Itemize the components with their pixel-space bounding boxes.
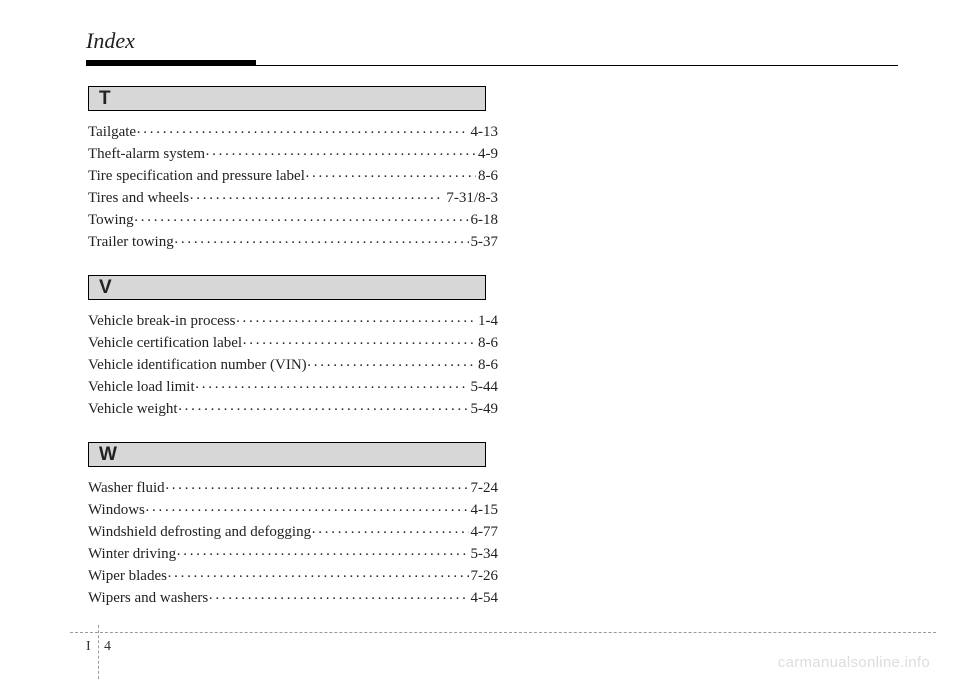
footer-rule xyxy=(70,632,936,633)
entry-label: Tailgate xyxy=(88,121,136,143)
entry-page: 7-24 xyxy=(469,477,499,499)
entry-page: 4-15 xyxy=(469,499,499,521)
entry-label: Tires and wheels xyxy=(88,187,189,209)
entry-page: 8-6 xyxy=(476,165,498,187)
index-entry: Vehicle weight 5-49 xyxy=(88,398,498,420)
entry-page: 7-31/8-3 xyxy=(444,187,498,209)
header-rule-thin xyxy=(86,65,898,66)
index-entry: Trailer towing 5-37 xyxy=(88,231,498,253)
entry-leader xyxy=(242,333,476,355)
section-letter: V xyxy=(99,277,112,299)
section-letter: W xyxy=(99,444,117,466)
entry-label: Vehicle weight xyxy=(88,398,178,420)
entry-page: 4-9 xyxy=(476,143,498,165)
entry-leader xyxy=(176,544,468,566)
footer-page-number: 4 xyxy=(104,639,111,655)
page-header: Index xyxy=(86,28,898,66)
entry-leader xyxy=(208,588,468,610)
entry-label: Washer fluid xyxy=(88,477,165,499)
index-entry: Towing 6-18 xyxy=(88,209,498,231)
section-letter: T xyxy=(99,88,111,110)
entry-leader xyxy=(305,166,476,188)
entry-page: 5-37 xyxy=(469,231,499,253)
entry-leader xyxy=(195,377,469,399)
entry-label: Towing xyxy=(88,209,134,231)
index-entry: Wipers and washers 4-54 xyxy=(88,587,498,609)
entry-label: Vehicle identification number (VIN) xyxy=(88,354,307,376)
entry-label: Wipers and washers xyxy=(88,587,208,609)
section-entries-w: Washer fluid 7-24 Windows 4-15 Windshiel… xyxy=(88,477,498,609)
entry-leader xyxy=(134,210,469,232)
entry-leader xyxy=(189,188,444,210)
entry-page: 1-4 xyxy=(476,310,498,332)
entry-page: 4-54 xyxy=(469,587,499,609)
entry-leader xyxy=(167,566,469,588)
index-entry: Windshield defrosting and defogging 4-77 xyxy=(88,521,498,543)
entry-label: Windows xyxy=(88,499,145,521)
entry-page: 4-77 xyxy=(469,521,499,543)
entry-leader xyxy=(307,355,476,377)
index-entry: Vehicle certification label 8-6 xyxy=(88,332,498,354)
section-header-t: T xyxy=(88,86,486,111)
section-entries-t: Tailgate 4-13 Theft-alarm system 4-9 Tir… xyxy=(88,121,498,253)
index-entry: Winter driving 5-34 xyxy=(88,543,498,565)
index-entry: Vehicle load limit 5-44 xyxy=(88,376,498,398)
section-header-v: V xyxy=(88,275,486,300)
index-entry: Theft-alarm system 4-9 xyxy=(88,143,498,165)
index-entry: Windows 4-15 xyxy=(88,499,498,521)
index-entry: Tire specification and pressure label 8-… xyxy=(88,165,498,187)
entry-leader xyxy=(174,232,469,254)
entry-leader xyxy=(178,399,469,421)
entry-leader xyxy=(145,500,469,522)
entry-leader xyxy=(165,478,469,500)
entry-label: Trailer towing xyxy=(88,231,174,253)
entry-page: 8-6 xyxy=(476,354,498,376)
index-entry: Tires and wheels 7-31/8-3 xyxy=(88,187,498,209)
index-entry: Vehicle identification number (VIN) 8-6 xyxy=(88,354,498,376)
entry-page: 6-18 xyxy=(469,209,499,231)
section-header-w: W xyxy=(88,442,486,467)
entry-leader xyxy=(311,522,468,544)
header-rule xyxy=(86,60,898,66)
entry-label: Vehicle certification label xyxy=(88,332,242,354)
entry-leader xyxy=(235,311,476,333)
entry-page: 4-13 xyxy=(469,121,499,143)
watermark: carmanualsonline.info xyxy=(778,654,930,671)
entry-page: 5-49 xyxy=(469,398,499,420)
entry-leader xyxy=(205,144,476,166)
entry-label: Theft-alarm system xyxy=(88,143,205,165)
page-title: Index xyxy=(86,28,898,54)
index-entry: Washer fluid 7-24 xyxy=(88,477,498,499)
page: Index T Tailgate 4-13 Theft-alarm system… xyxy=(0,0,960,689)
entry-page: 8-6 xyxy=(476,332,498,354)
entry-leader xyxy=(136,122,468,144)
entry-label: Windshield defrosting and defogging xyxy=(88,521,311,543)
entry-label: Wiper blades xyxy=(88,565,167,587)
entry-label: Tire specification and pressure label xyxy=(88,165,305,187)
footer-section-letter: I xyxy=(86,639,91,655)
entry-label: Vehicle break-in process xyxy=(88,310,235,332)
entry-page: 7-26 xyxy=(469,565,499,587)
entry-page: 5-34 xyxy=(469,543,499,565)
index-entry: Tailgate 4-13 xyxy=(88,121,498,143)
footer-vertical-rule xyxy=(98,625,99,679)
index-entry: Vehicle break-in process 1-4 xyxy=(88,310,498,332)
entry-label: Winter driving xyxy=(88,543,176,565)
index-entry: Wiper blades 7-26 xyxy=(88,565,498,587)
index-content: T Tailgate 4-13 Theft-alarm system 4-9 T… xyxy=(88,86,498,631)
entry-label: Vehicle load limit xyxy=(88,376,195,398)
section-entries-v: Vehicle break-in process 1-4 Vehicle cer… xyxy=(88,310,498,420)
entry-page: 5-44 xyxy=(469,376,499,398)
